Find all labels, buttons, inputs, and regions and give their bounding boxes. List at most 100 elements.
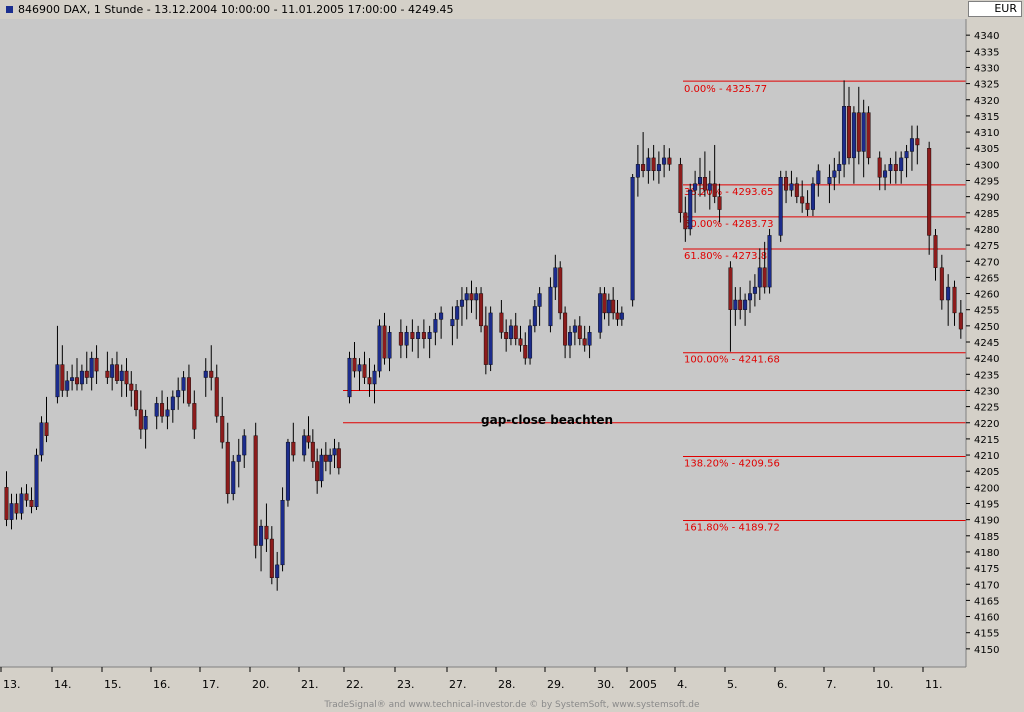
date-tick-label: 23. (397, 678, 415, 691)
candle-body (619, 312, 624, 320)
candle-body (416, 332, 421, 339)
candle-body (752, 286, 757, 294)
candle-body (410, 332, 415, 339)
candle-body (328, 454, 333, 462)
candle-body (439, 312, 444, 320)
fib-level-label: 38.20% - 4293.65 (684, 187, 773, 198)
candle-body (615, 312, 620, 320)
date-tick-label: 30. (597, 678, 615, 691)
date-tick-label: 28. (498, 678, 516, 691)
candle-body (563, 312, 568, 346)
price-tick-label: 4150 (974, 645, 999, 656)
candle-body (499, 312, 504, 333)
price-tick-label: 4300 (974, 160, 999, 171)
candle-body (832, 170, 837, 178)
candle-body (9, 503, 14, 520)
candle-body (582, 338, 587, 346)
candle-body (474, 293, 479, 301)
candle-body (357, 364, 362, 372)
candle-body (827, 177, 832, 184)
date-tick-label: 11. (925, 678, 943, 691)
candle-body (323, 454, 328, 462)
date-tick-label: 29. (547, 678, 565, 691)
candle-body (767, 235, 772, 288)
candle-body (176, 390, 181, 398)
price-tick-label: 4205 (974, 467, 999, 478)
price-tick-label: 4315 (974, 112, 999, 123)
candle-body (537, 293, 542, 307)
candle-body (698, 177, 703, 184)
candle-body (94, 357, 99, 372)
candle-body (269, 538, 274, 578)
date-tick-label: 14. (54, 678, 72, 691)
price-tick-label: 4340 (974, 31, 999, 42)
candle-body (877, 157, 882, 178)
candle-body (347, 357, 352, 398)
candle-body (24, 493, 29, 501)
candle-body (29, 500, 34, 507)
candle-body (707, 183, 712, 191)
candle-body (105, 370, 110, 378)
candle-body (504, 332, 509, 339)
candle-body (39, 422, 44, 456)
price-tick-label: 4155 (974, 629, 999, 640)
candle-body (382, 325, 387, 359)
candle-body (119, 370, 124, 381)
candle-body (79, 370, 84, 385)
candle-body (888, 164, 893, 172)
candle-body (209, 370, 214, 378)
candle-body (302, 435, 307, 456)
candle-body (469, 293, 474, 301)
candle-body (421, 332, 426, 339)
candle-body (55, 364, 60, 398)
candle-body (587, 332, 592, 346)
candle-body (89, 357, 94, 378)
price-tick-label: 4210 (974, 451, 999, 462)
currency-label: EUR (968, 1, 1022, 17)
price-tick-label: 4265 (974, 273, 999, 284)
candle-body (733, 299, 738, 310)
candle-body (717, 196, 722, 210)
gap-close-annotation: gap-close beachten (481, 413, 613, 427)
candle-body (958, 312, 963, 330)
candle-body (186, 377, 191, 404)
candle-body (220, 416, 225, 443)
candle-body (362, 364, 367, 378)
candle-body (336, 448, 341, 469)
price-tick-label: 4200 (974, 483, 999, 494)
price-tick-label: 4335 (974, 47, 999, 58)
candle-body (170, 396, 175, 411)
candle-body (236, 454, 241, 462)
candle-body (693, 183, 698, 191)
chart-title: 846900 DAX, 1 Stunde - 13.12.2004 10:00:… (18, 3, 454, 16)
candle-body (34, 454, 39, 507)
candle-body (748, 293, 753, 301)
candle-body (805, 202, 810, 210)
candle-body (306, 435, 311, 443)
price-tick-label: 4285 (974, 209, 999, 220)
chart-frame (0, 19, 966, 667)
candle-body (404, 332, 409, 346)
price-tick-label: 4240 (974, 354, 999, 365)
candle-body (572, 325, 577, 333)
price-tick-label: 4175 (974, 564, 999, 575)
chart-title-bar: 846900 DAX, 1 Stunde - 13.12.2004 10:00:… (0, 0, 966, 19)
fibonacci-levels: 0.00% - 4325.77 38.20% - 4293.65 50.00% - … (343, 80, 966, 534)
candle-body (856, 112, 861, 152)
candle-body (114, 364, 119, 381)
candle-body (124, 370, 129, 385)
candle-body (851, 112, 856, 159)
candle-body (630, 177, 635, 301)
candle-body (291, 441, 296, 456)
candle-body (427, 332, 432, 339)
candle-body (847, 106, 852, 159)
date-tick-label: 17. (202, 678, 220, 691)
date-tick-label: 22. (346, 678, 364, 691)
candle-body (904, 151, 909, 159)
candle-body (728, 267, 733, 310)
candle-body (367, 377, 372, 385)
date-tick-label: 20. (252, 678, 270, 691)
price-axis: 4150 4155 4160 4165 4170 4175 4180 4185 4190 4195… (0, 19, 999, 668)
price-tick-label: 4275 (974, 241, 999, 252)
